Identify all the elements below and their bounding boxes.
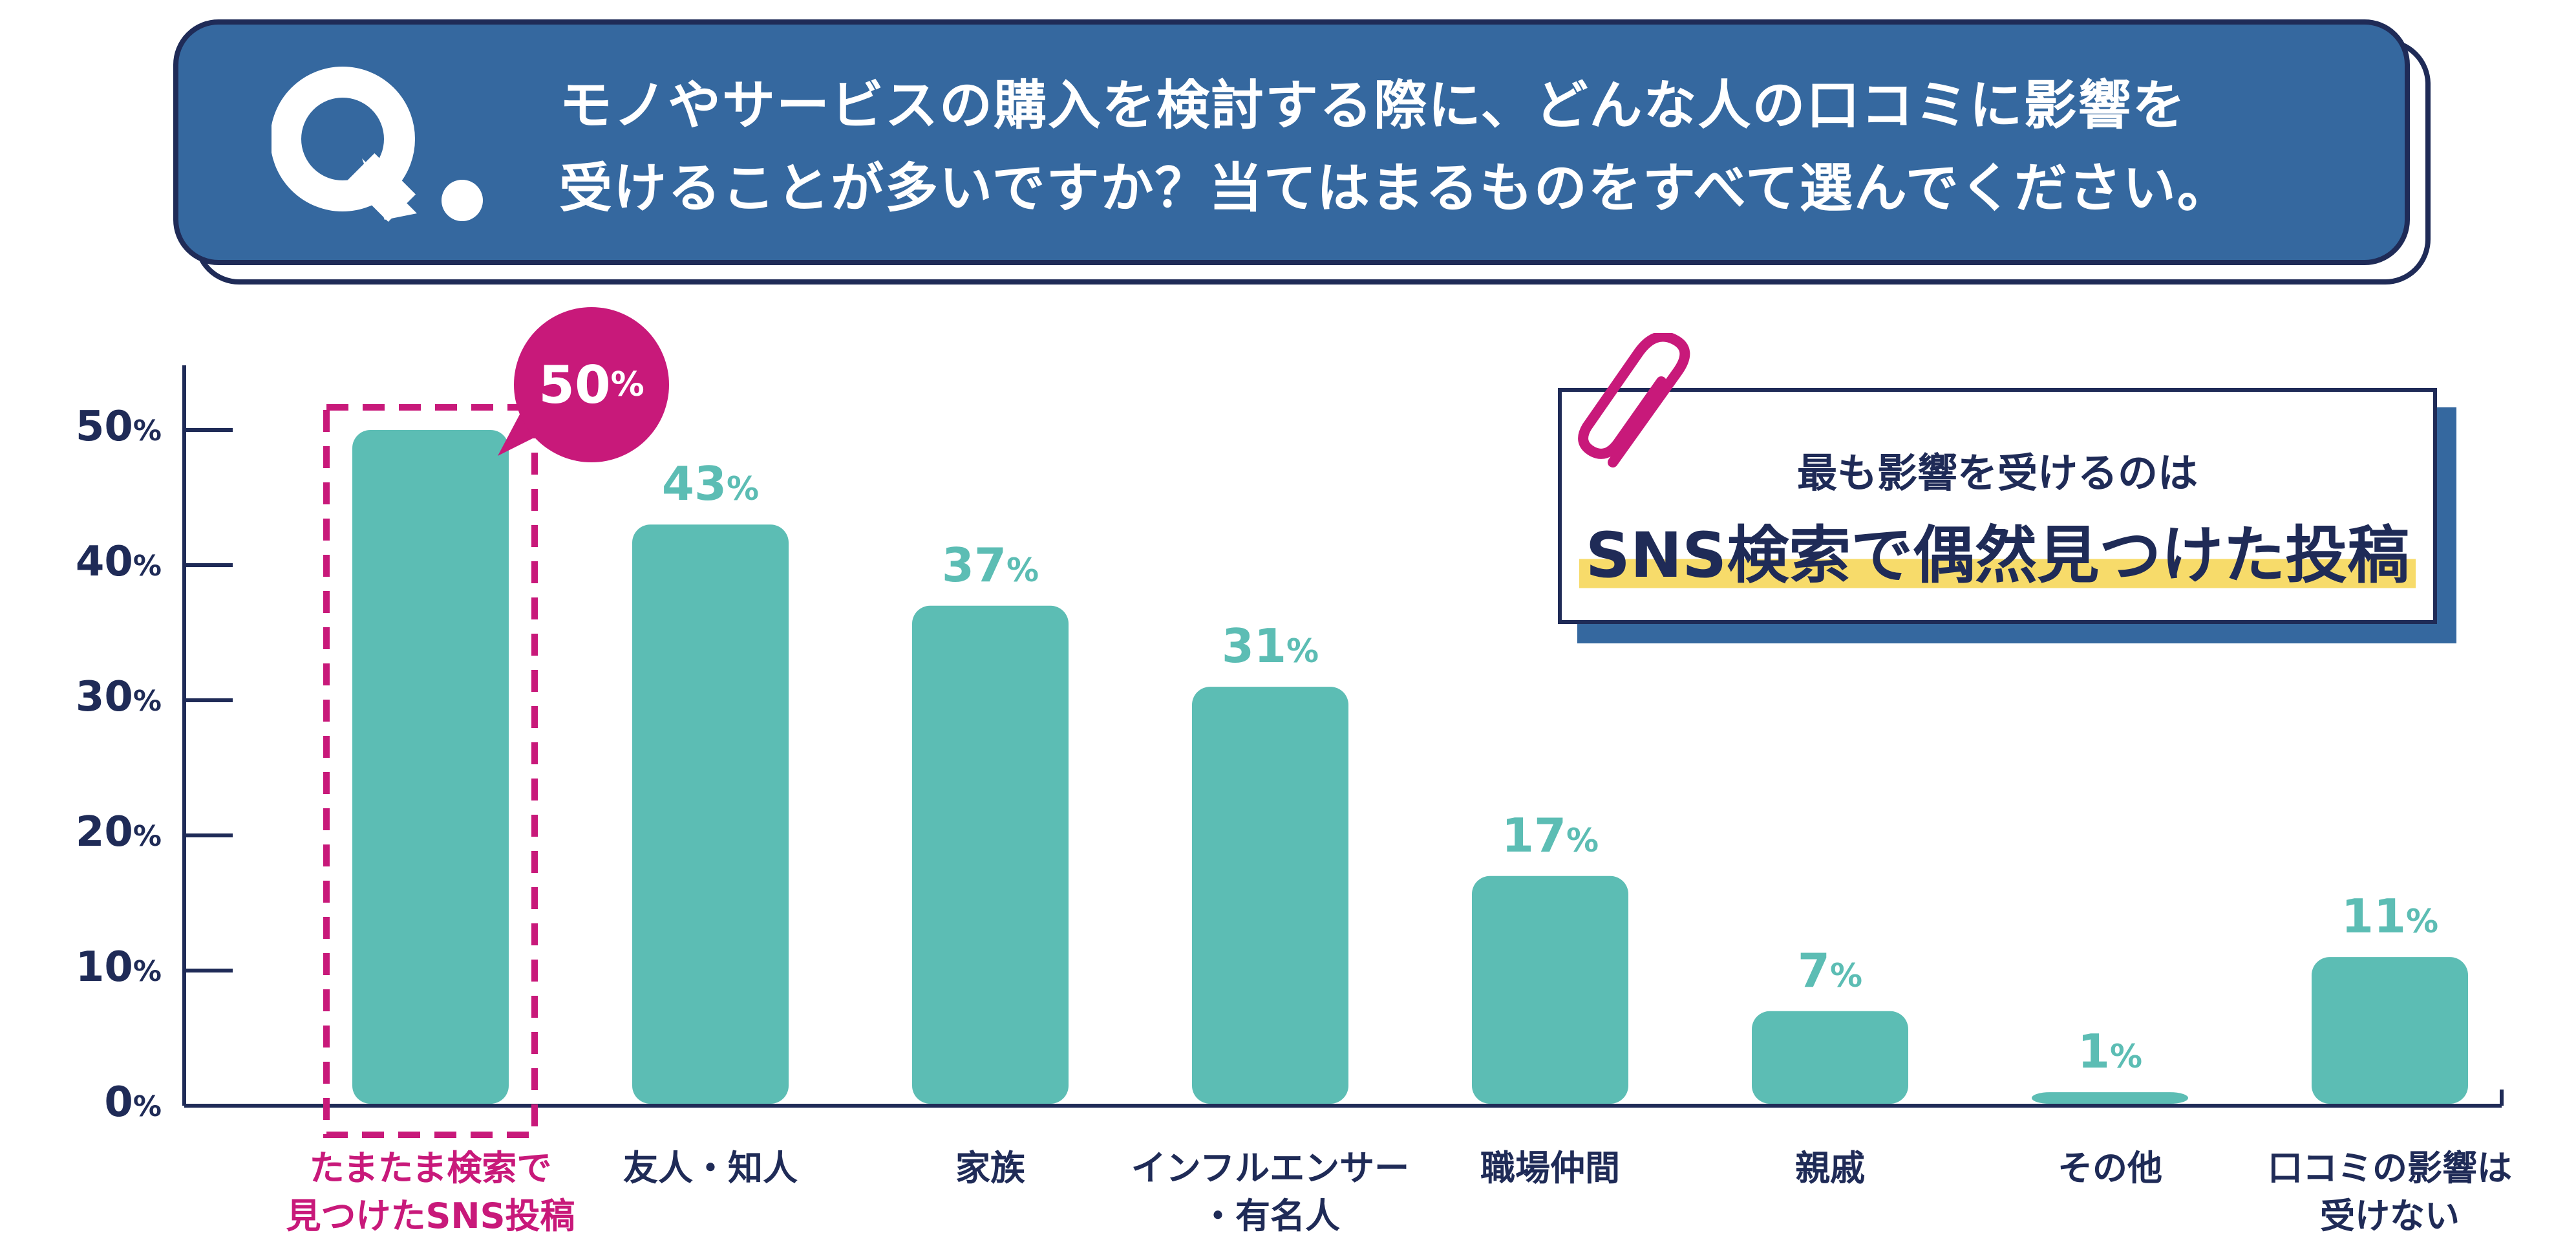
bar [352, 430, 509, 1104]
bar-value-label: 37% [941, 537, 1039, 592]
bar [912, 605, 1069, 1104]
y-tick-label: 20% [75, 808, 162, 856]
question-line-2: 受けることが多いですか？当てはまるものをすべて選んでください。 [559, 158, 2231, 219]
callout-box: 最も影響を受けるのは SNS検索で偶然見つけた投稿 [1558, 388, 2437, 624]
highlight-value-balloon: 50% [514, 307, 669, 462]
category-label: 家族 [955, 1148, 1025, 1188]
bar-value-label: 11% [2341, 889, 2439, 944]
q-mark-icon [271, 67, 483, 222]
category-label: インフルエンサー ・有名人 [1131, 1148, 1410, 1236]
bar-value-label: 43% [661, 457, 760, 511]
bar [1472, 876, 1628, 1104]
highlight-value: 50 [538, 354, 611, 415]
question-line-1: モノやサービスの購入を検討する際に、どんな人の口コミに影響を [559, 75, 2187, 136]
bar-value-label: 7% [1797, 943, 1863, 998]
y-tick-label: 0% [104, 1079, 162, 1126]
callout-highlighted-text: SNS検索で偶然見つけた投稿 [1579, 519, 2416, 592]
bar [2032, 1092, 2188, 1104]
bar-value-label: 31% [1221, 619, 1319, 674]
y-tick-label: 50% [75, 403, 162, 451]
callout-line-1: 最も影響を受けるのは [1796, 449, 2198, 497]
highlight-unit: % [610, 365, 644, 404]
question-banner [173, 19, 2410, 265]
bar [1192, 687, 1348, 1104]
category-label: 口コミの影響は 受けない [2268, 1148, 2512, 1236]
category-label: その他 [2058, 1148, 2162, 1188]
bar [1752, 1011, 1908, 1104]
bar [632, 524, 789, 1104]
y-tick-label: 10% [75, 943, 162, 991]
bar [2312, 957, 2468, 1104]
category-label: たまたま検索で 見つけたSNS投稿 [286, 1148, 575, 1236]
bar-value-label: 17% [1501, 808, 1599, 863]
y-tick-label: 30% [75, 673, 162, 721]
paperclip-icon [1578, 333, 1690, 467]
category-label: 友人・知人 [623, 1148, 798, 1188]
y-tick-label: 40% [75, 538, 162, 586]
question-text: モノやサービスの購入を検討する際に、どんな人の口コミに影響を 受けることが多いで… [559, 65, 2369, 230]
category-label: 親戚 [1795, 1148, 1865, 1188]
category-label: 職場仲間 [1480, 1148, 1620, 1188]
bar-value-label: 1% [2077, 1024, 2143, 1079]
callout-line-2: SNS検索で偶然見つけた投稿 [1562, 505, 2433, 595]
